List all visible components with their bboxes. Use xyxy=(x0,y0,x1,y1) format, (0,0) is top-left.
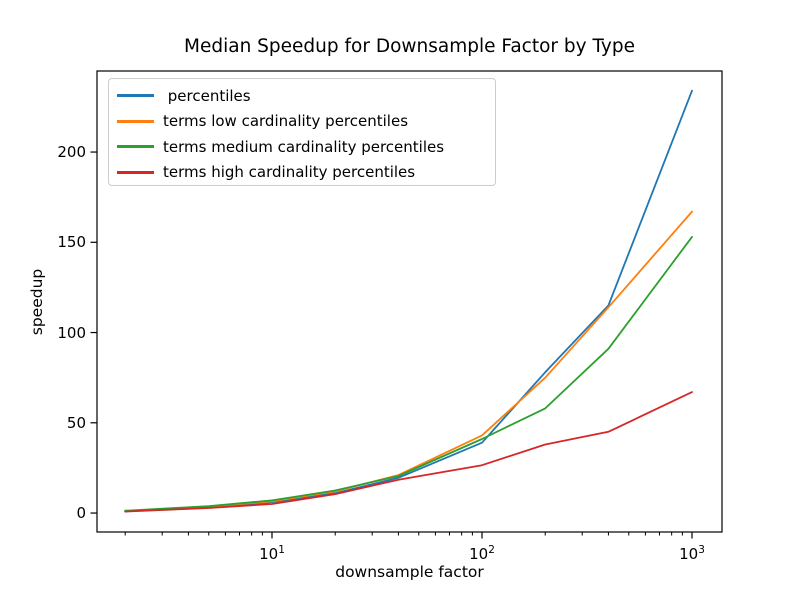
legend-label: terms medium cardinality percentiles xyxy=(163,137,445,156)
legend-item-percentiles: percentiles xyxy=(109,83,495,109)
x-axis-label: downsample factor xyxy=(335,563,484,581)
y-tick-label-100: 100 xyxy=(57,323,86,342)
legend-swatch-terms-medium-cardinality-percentiles xyxy=(117,145,154,149)
legend-item-terms-low-cardinality-percentiles: terms low cardinality percentiles xyxy=(109,109,495,135)
line-terms-medium-cardinality-percentiles xyxy=(124,235,693,512)
x-tick-label-10^3: 103 xyxy=(679,544,705,563)
plot-border xyxy=(96,70,723,533)
legend-swatch-terms-low-cardinality-percentiles xyxy=(117,119,154,123)
x-tick-label-10^2: 102 xyxy=(469,544,495,563)
line-terms-low-cardinality-percentiles xyxy=(124,210,693,513)
y-tick-label-150: 150 xyxy=(57,233,86,252)
chart-title: Median Speedup for Downsample Factor by … xyxy=(184,36,635,57)
legend-swatch-terms-high-cardinality-percentiles xyxy=(117,170,154,174)
legend-label: terms low cardinality percentiles xyxy=(163,112,409,131)
y-tick-label-0: 0 xyxy=(76,504,86,523)
legend-item-terms-medium-cardinality-percentiles: terms medium cardinality percentiles xyxy=(109,134,495,160)
x-tick-label-10^1: 101 xyxy=(259,544,285,563)
legend-item-terms-high-cardinality-percentiles: terms high cardinality percentiles xyxy=(109,160,495,186)
legend: percentiles terms low cardinality percent… xyxy=(108,78,496,186)
y-tick-label-200: 200 xyxy=(57,143,86,162)
legend-swatch-percentiles xyxy=(117,94,154,98)
line-terms-high-cardinality-percentiles xyxy=(124,391,693,513)
legend-label: terms high cardinality percentiles xyxy=(163,163,416,182)
legend-label: percentiles xyxy=(163,86,251,105)
y-tick-label-50: 50 xyxy=(66,413,86,432)
